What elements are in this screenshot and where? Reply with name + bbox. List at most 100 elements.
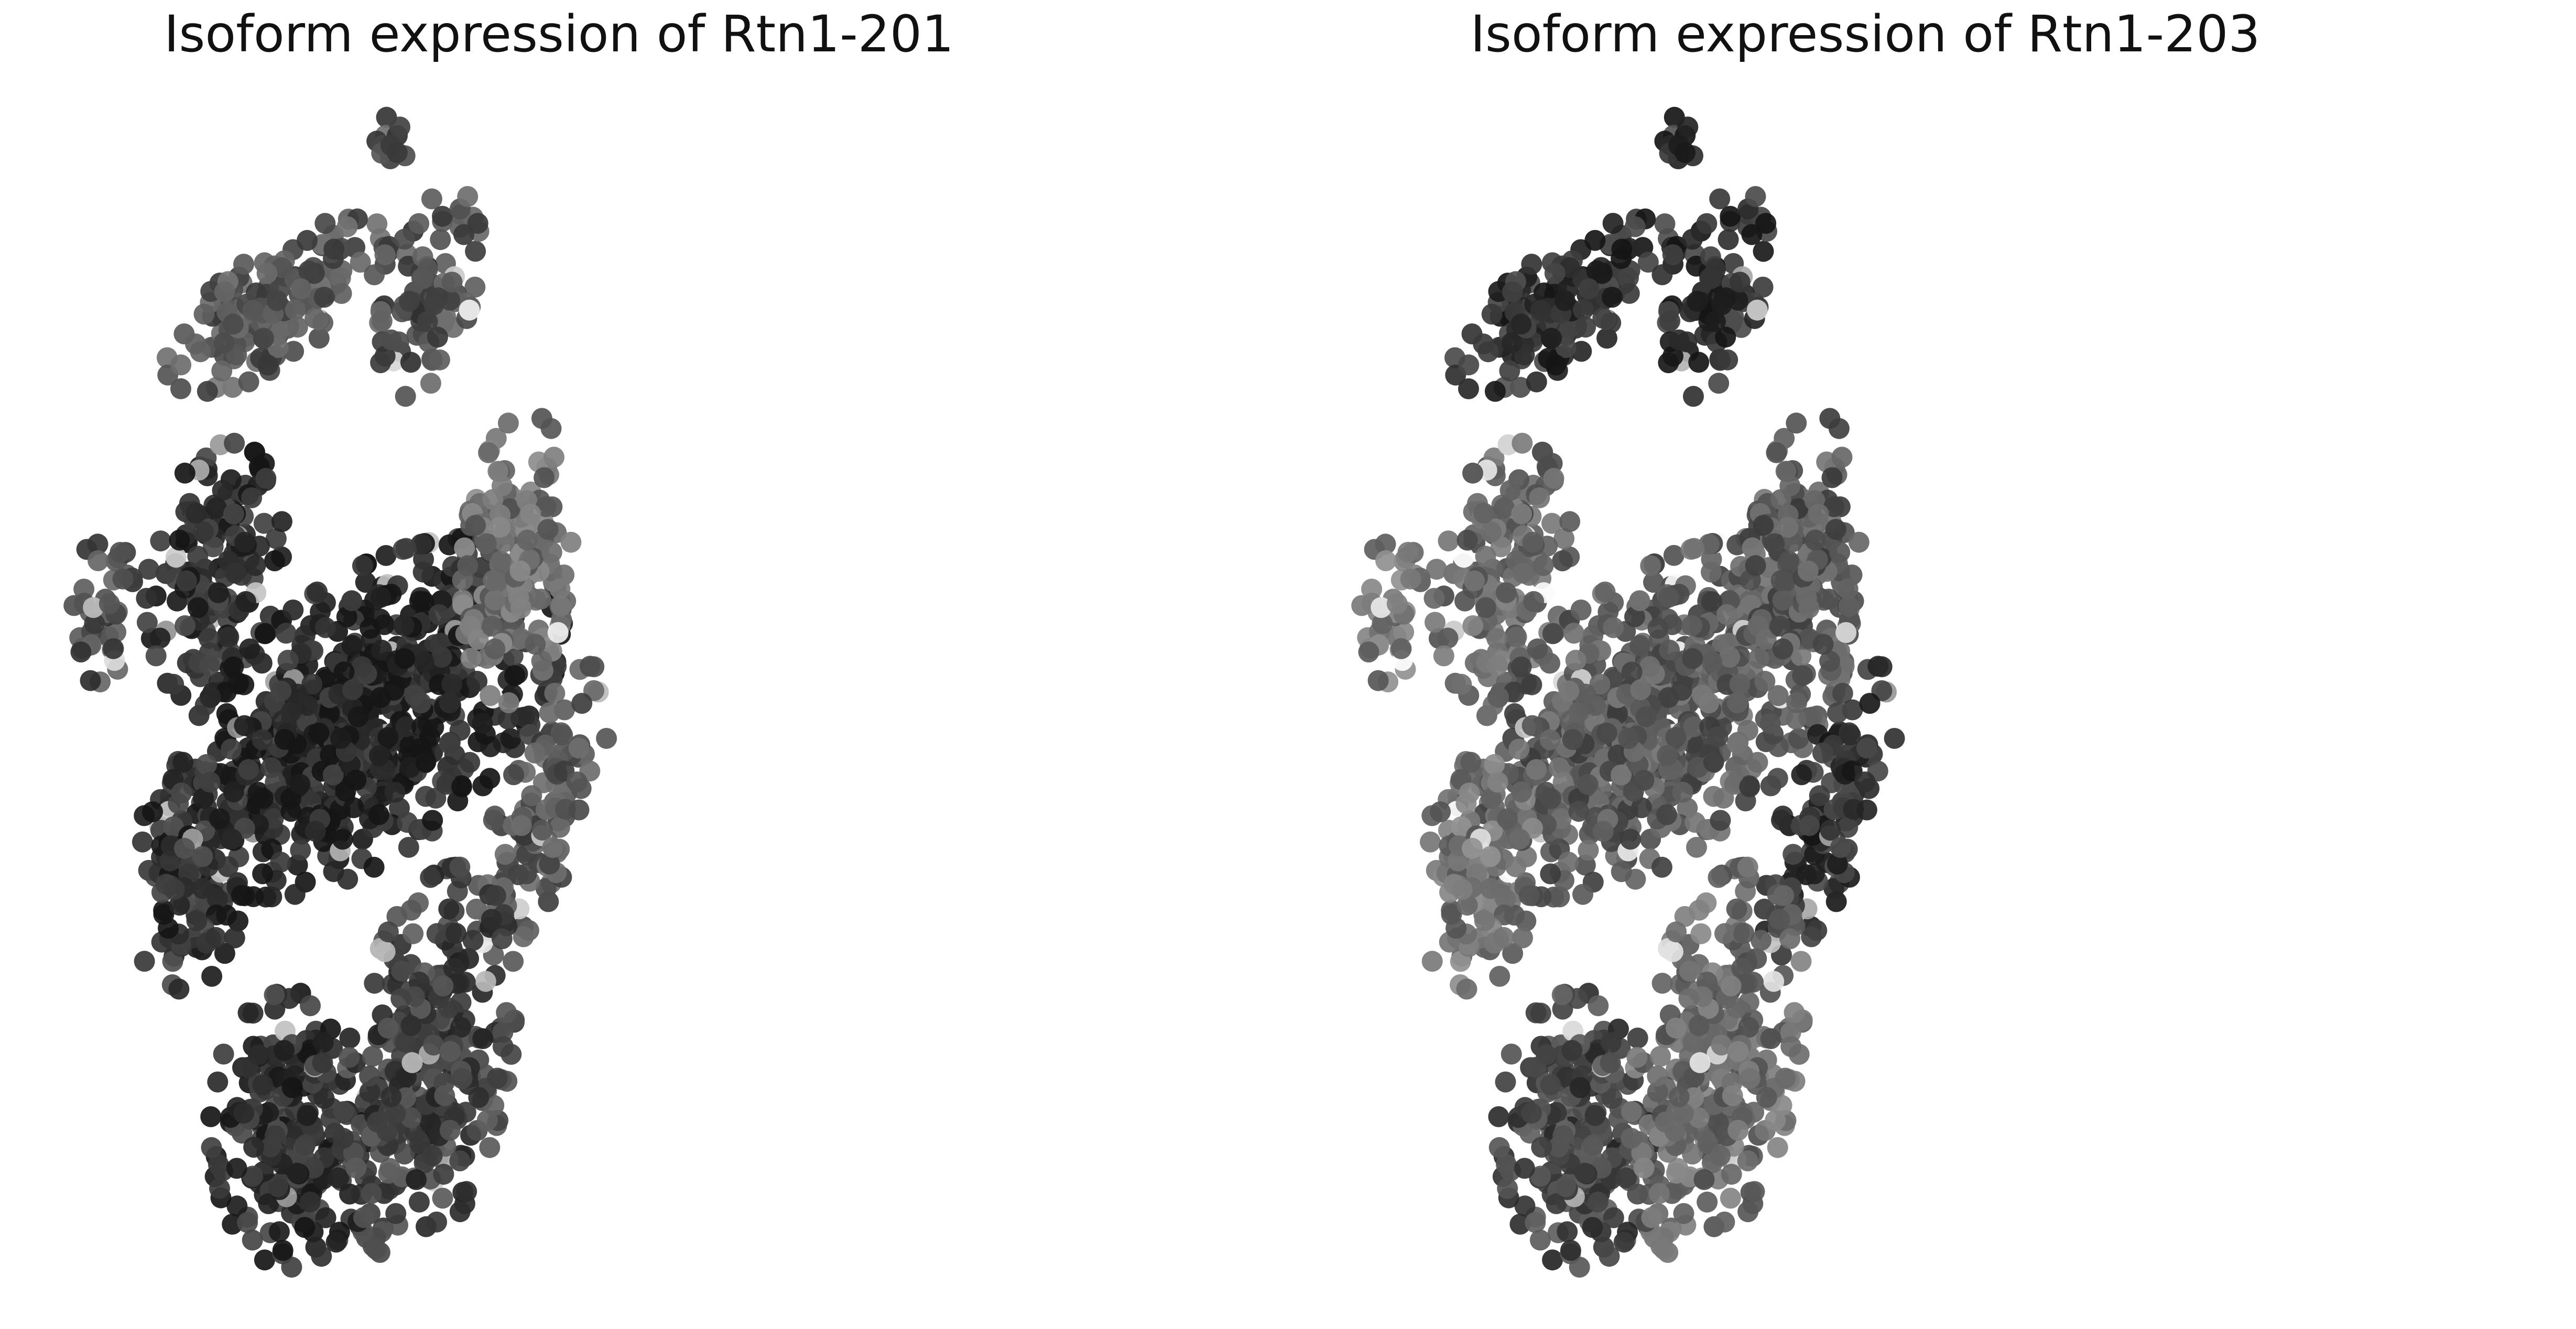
scatter-point xyxy=(239,638,260,660)
scatter-point xyxy=(193,788,214,809)
scatter-point xyxy=(1777,517,1799,538)
scatter-point xyxy=(1578,840,1599,861)
scatter-point xyxy=(1753,241,1774,262)
scatter-point xyxy=(351,656,373,678)
scatter-point xyxy=(1803,863,1825,885)
scatter-point xyxy=(342,679,363,701)
scatter-point xyxy=(1711,1034,1732,1056)
scatter-point xyxy=(1727,1119,1749,1141)
scatter-point xyxy=(305,308,325,329)
scatter-point xyxy=(185,333,206,355)
scatter-point xyxy=(290,278,312,300)
scatter-point xyxy=(544,446,564,468)
scatter-point xyxy=(264,984,285,1006)
scatter-point xyxy=(1683,538,1705,559)
scatter-point xyxy=(205,927,226,948)
scatter-point xyxy=(390,988,412,1009)
scatter-point xyxy=(1701,561,1722,583)
scatter-point xyxy=(1530,1165,1551,1187)
scatter-point xyxy=(223,656,244,678)
scatter-point xyxy=(426,923,448,944)
scatter-point xyxy=(1747,751,1768,773)
scatter-point xyxy=(383,680,405,701)
scatter-point xyxy=(1831,446,1853,468)
scatter-point xyxy=(305,821,326,842)
scatter-point xyxy=(1729,271,1751,293)
scatter-point xyxy=(1771,810,1792,831)
scatter-point xyxy=(374,244,396,266)
scatter-point xyxy=(456,1181,477,1202)
scatter-point xyxy=(1764,533,1785,554)
cluster-4 xyxy=(1423,432,1581,709)
scatter-point xyxy=(209,1178,230,1199)
scatter-point xyxy=(1425,612,1445,633)
scatter-point xyxy=(1493,904,1515,925)
scatter-point xyxy=(1475,597,1496,618)
scatter-point xyxy=(1827,702,1849,724)
scatter-point xyxy=(381,329,402,351)
scatter-point xyxy=(1630,679,1651,701)
scatter-point xyxy=(201,1137,222,1158)
scatter-point xyxy=(370,352,392,374)
scatter-point xyxy=(1393,622,1415,643)
scatter-point xyxy=(211,360,233,382)
scatter-point xyxy=(425,788,447,809)
scatter-point xyxy=(395,1031,416,1053)
scatter-point xyxy=(1805,529,1826,551)
scatter-point xyxy=(504,665,525,687)
panel-rtn1-201: Isoform expression of Rtn1-201 xyxy=(63,5,954,1278)
scatter-point xyxy=(1621,661,1643,683)
scatter-point xyxy=(1559,511,1581,532)
scatter-point xyxy=(1682,228,1703,250)
scatter-point xyxy=(366,213,388,235)
scatter-point xyxy=(1526,371,1547,393)
scatter-point xyxy=(360,618,381,639)
scatter-point xyxy=(1510,313,1532,335)
scatter-point xyxy=(213,1043,234,1065)
scatter-point xyxy=(483,810,504,831)
scatter-point xyxy=(408,213,430,234)
scatter-point xyxy=(1552,550,1573,572)
scatter-point xyxy=(1522,531,1544,553)
scatter-point xyxy=(1651,973,1673,994)
scatter-point xyxy=(385,1203,407,1224)
scatter-point xyxy=(1809,785,1830,807)
scatter-point xyxy=(374,941,396,962)
scatter-point xyxy=(362,1045,383,1067)
scatter-point xyxy=(165,547,187,568)
scatter-point xyxy=(1464,570,1485,592)
scatter-point xyxy=(475,533,497,554)
scatter-point xyxy=(297,695,318,716)
scatter-point xyxy=(1698,692,1720,714)
scatter-point xyxy=(1718,229,1739,250)
scatter-point xyxy=(1557,1221,1578,1243)
scatter-point xyxy=(295,1135,316,1156)
scatter-point xyxy=(1756,1087,1777,1108)
chart-title-left: Isoform expression of Rtn1-201 xyxy=(164,5,954,63)
scatter-point xyxy=(1710,810,1731,831)
scatter-point xyxy=(1527,638,1548,660)
scatter-point xyxy=(218,856,238,877)
scatter-point xyxy=(1837,578,1858,600)
scatter-point xyxy=(208,582,229,603)
scatter-point xyxy=(339,1047,360,1068)
scatter-point xyxy=(1501,332,1523,354)
scatter-point xyxy=(1626,1047,1648,1068)
scatter-point xyxy=(1682,1143,1703,1165)
scatter-point xyxy=(1700,268,1722,289)
scatter-point xyxy=(331,283,352,304)
scatter-point xyxy=(270,680,292,702)
scatter-point xyxy=(1367,670,1389,691)
cluster-7 xyxy=(452,408,582,713)
scatter-point xyxy=(149,627,171,649)
scatter-point xyxy=(207,888,228,910)
scatter-point xyxy=(294,1217,316,1238)
scatter-point xyxy=(514,706,535,728)
scatter-point xyxy=(531,820,553,841)
scatter-point xyxy=(1611,764,1632,786)
scatter-point xyxy=(1473,333,1494,355)
scatter-point xyxy=(498,692,519,713)
scatter-point xyxy=(1759,713,1781,734)
scatter-point xyxy=(490,550,512,572)
scatter-point xyxy=(105,622,127,643)
